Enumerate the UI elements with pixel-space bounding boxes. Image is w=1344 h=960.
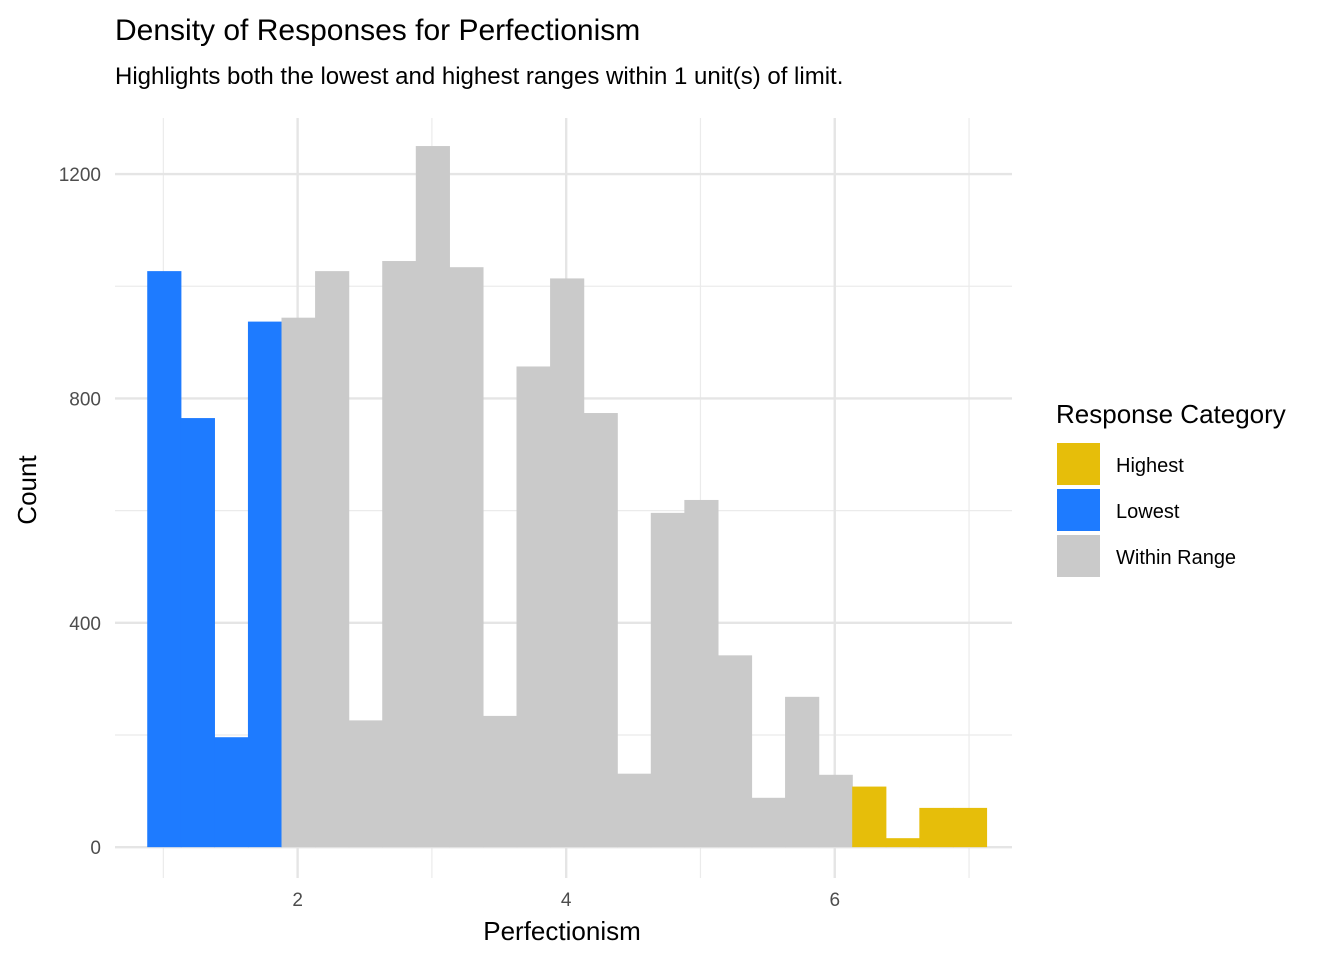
x-axis-title: Perfectionism [483,916,641,946]
histogram-bar [214,737,249,848]
y-axis-ticks: 0 400 800 1200 [59,165,101,859]
histogram-bar [952,807,988,848]
x-tick-label: 2 [292,890,303,911]
histogram-bar [315,271,350,848]
y-tick-label: 400 [69,614,101,635]
histogram-bar [617,773,652,848]
bars-group [147,146,988,848]
legend-swatch [1057,535,1100,577]
histogram-bar [382,261,417,848]
histogram-bar [684,499,719,848]
histogram-bar [516,366,551,848]
legend-label: Within Range [1116,547,1236,569]
y-tick-label: 800 [69,389,101,410]
x-tick-label: 4 [561,890,572,911]
legend-swatch [1057,489,1100,531]
histogram-bar [247,321,283,848]
chart-title: Density of Responses for Perfectionism [115,14,640,47]
histogram-bar [147,271,182,848]
histogram-bar [885,838,920,848]
histogram-bar [348,720,383,848]
x-tick-label: 6 [829,890,840,911]
histogram-bar [919,807,954,848]
y-tick-label: 1200 [59,165,101,186]
histogram-bar [717,655,753,848]
chart-subtitle: Highlights both the lowest and highest r… [115,63,843,90]
legend-label: Lowest [1116,501,1180,523]
y-axis-title: Count [12,455,42,525]
x-axis-ticks: 2 4 6 [292,890,840,911]
histogram-bar [583,413,618,848]
y-tick-label: 0 [90,838,101,859]
histogram-bar [281,317,316,848]
histogram-bar [550,278,585,848]
legend-title: Response Category [1056,399,1286,429]
histogram-bar [482,715,518,848]
histogram-bar [785,696,820,848]
histogram-bar [852,786,887,848]
legend: Highest Lowest Within Range [1057,443,1236,577]
histogram-bar [180,418,215,848]
histogram-bar [751,797,786,848]
histogram-bar [818,774,853,848]
legend-swatch [1057,443,1100,485]
histogram-bar [449,267,484,848]
histogram-bar [650,512,685,848]
histogram-bar [415,146,450,848]
legend-label: Highest [1116,455,1184,477]
